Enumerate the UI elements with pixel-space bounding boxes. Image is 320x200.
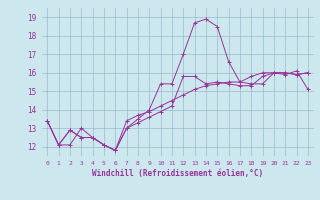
X-axis label: Windchill (Refroidissement éolien,°C): Windchill (Refroidissement éolien,°C)	[92, 169, 263, 178]
